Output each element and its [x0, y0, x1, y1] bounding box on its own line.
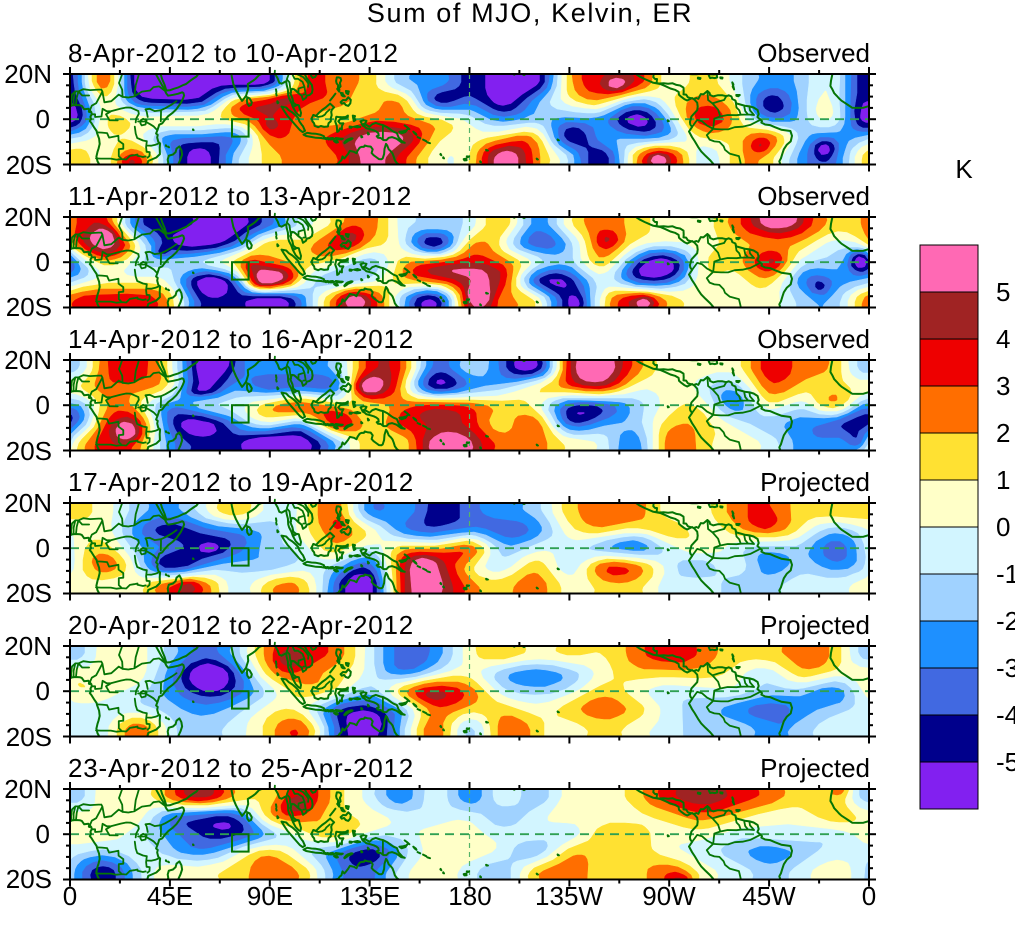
svg-text:0: 0: [36, 676, 50, 706]
svg-text:0: 0: [862, 881, 876, 911]
svg-text:Observed: Observed: [757, 181, 870, 211]
svg-text:3: 3: [996, 371, 1010, 401]
svg-text:-2: -2: [996, 606, 1015, 636]
svg-text:K: K: [955, 154, 973, 184]
svg-text:1: 1: [996, 465, 1010, 495]
svg-text:Projected: Projected: [760, 753, 870, 783]
svg-text:20S: 20S: [6, 578, 52, 608]
svg-text:0: 0: [36, 533, 50, 563]
svg-text:45W: 45W: [742, 881, 796, 911]
svg-text:23-Apr-2012 to 25-Apr-2012: 23-Apr-2012 to 25-Apr-2012: [68, 753, 414, 783]
svg-text:-5: -5: [996, 747, 1015, 777]
svg-text:20N: 20N: [4, 631, 52, 661]
svg-text:0: 0: [36, 819, 50, 849]
svg-text:8-Apr-2012 to 10-Apr-2012: 8-Apr-2012 to 10-Apr-2012: [68, 38, 399, 68]
svg-text:20S: 20S: [6, 864, 52, 894]
svg-text:0: 0: [36, 104, 50, 134]
svg-text:20N: 20N: [4, 488, 52, 518]
svg-text:Observed: Observed: [757, 38, 870, 68]
svg-text:90E: 90E: [247, 881, 293, 911]
svg-text:20N: 20N: [4, 59, 52, 89]
svg-text:20S: 20S: [6, 292, 52, 322]
svg-text:0: 0: [36, 390, 50, 420]
svg-text:20N: 20N: [4, 202, 52, 232]
svg-text:20-Apr-2012 to 22-Apr-2012: 20-Apr-2012 to 22-Apr-2012: [68, 610, 414, 640]
svg-text:11-Apr-2012 to 13-Apr-2012: 11-Apr-2012 to 13-Apr-2012: [68, 181, 412, 211]
svg-text:135E: 135E: [340, 881, 401, 911]
svg-text:0: 0: [36, 247, 50, 277]
svg-text:5: 5: [996, 277, 1010, 307]
svg-text:Projected: Projected: [760, 467, 870, 497]
svg-text:-3: -3: [996, 653, 1015, 683]
svg-text:0: 0: [996, 512, 1010, 542]
svg-text:90W: 90W: [642, 881, 696, 911]
svg-text:20N: 20N: [4, 345, 52, 375]
svg-text:-1: -1: [996, 559, 1015, 589]
svg-text:20N: 20N: [4, 774, 52, 804]
svg-text:20S: 20S: [6, 436, 52, 466]
svg-text:14-Apr-2012 to 16-Apr-2012: 14-Apr-2012 to 16-Apr-2012: [68, 324, 414, 354]
svg-text:4: 4: [996, 324, 1010, 354]
svg-text:0: 0: [63, 881, 77, 911]
svg-text:Observed: Observed: [757, 324, 870, 354]
svg-text:17-Apr-2012 to 19-Apr-2012: 17-Apr-2012 to 19-Apr-2012: [68, 467, 414, 497]
svg-text:2: 2: [996, 418, 1010, 448]
svg-text:20S: 20S: [6, 150, 52, 180]
svg-text:Projected: Projected: [760, 610, 870, 640]
svg-text:180: 180: [448, 881, 491, 911]
svg-text:-4: -4: [996, 700, 1015, 730]
svg-text:45E: 45E: [147, 881, 193, 911]
svg-text:135W: 135W: [535, 881, 603, 911]
svg-text:20S: 20S: [6, 722, 52, 752]
svg-text:Sum of MJO, Kelvin, ER: Sum of MJO, Kelvin, ER: [367, 0, 693, 28]
